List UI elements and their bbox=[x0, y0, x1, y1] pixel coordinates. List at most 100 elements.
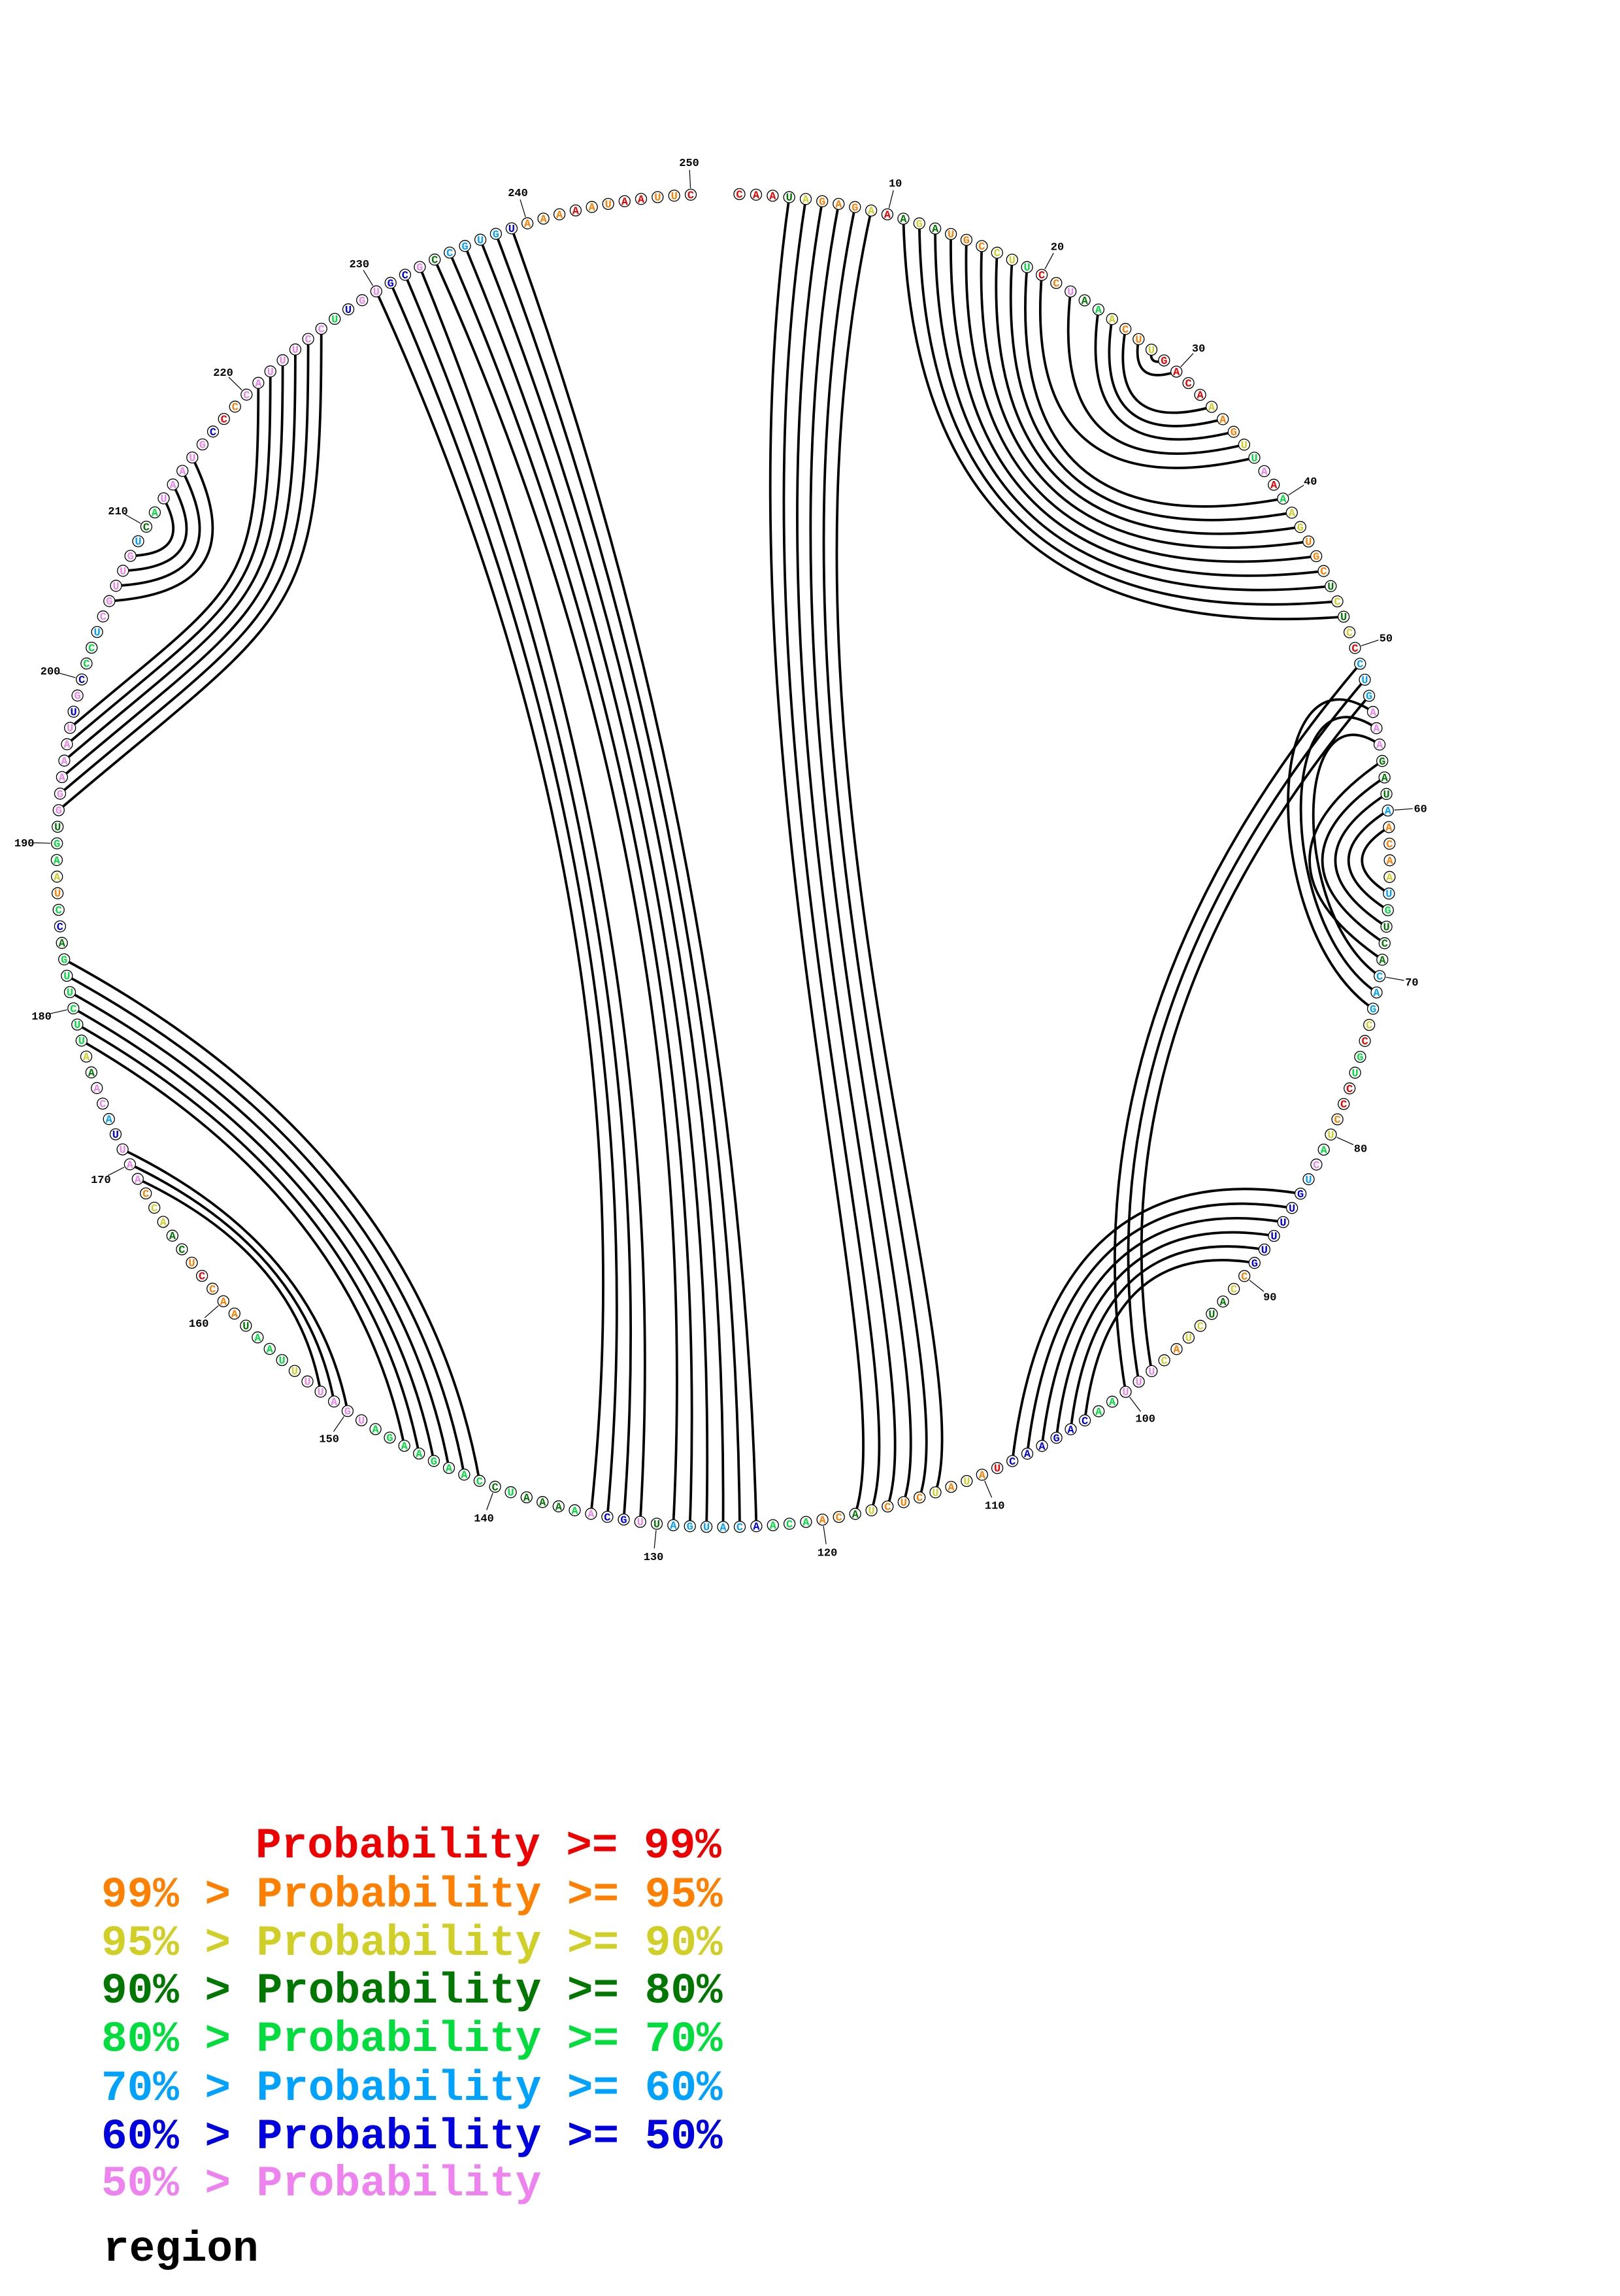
svg-text:G: G bbox=[963, 235, 970, 248]
svg-text:60% > Probability >= 50%: 60% > Probability >= 50% bbox=[101, 2112, 723, 2161]
svg-text:U: U bbox=[188, 1258, 195, 1271]
svg-text:180: 180 bbox=[31, 1011, 52, 1023]
svg-text:C: C bbox=[1351, 643, 1358, 656]
svg-text:C: C bbox=[1009, 1456, 1016, 1469]
svg-text:A: A bbox=[61, 756, 68, 768]
svg-text:C: C bbox=[1053, 278, 1059, 291]
svg-text:C: C bbox=[78, 674, 85, 687]
svg-text:A: A bbox=[1173, 1344, 1180, 1357]
svg-text:A: A bbox=[1197, 390, 1204, 403]
svg-text:U: U bbox=[304, 1376, 310, 1389]
svg-text:G: G bbox=[1313, 552, 1319, 564]
svg-text:U: U bbox=[1280, 1217, 1286, 1229]
svg-text:C: C bbox=[604, 1512, 610, 1524]
svg-text:U: U bbox=[948, 229, 954, 242]
svg-text:U: U bbox=[1122, 1387, 1129, 1399]
svg-text:A: A bbox=[1373, 724, 1380, 736]
svg-text:C: C bbox=[151, 1203, 157, 1215]
svg-text:U: U bbox=[135, 537, 141, 549]
svg-text:U: U bbox=[373, 286, 380, 299]
svg-text:U: U bbox=[74, 1020, 80, 1032]
svg-text:C: C bbox=[70, 1003, 76, 1016]
svg-text:C: C bbox=[1231, 1284, 1237, 1297]
svg-text:G: G bbox=[1251, 1258, 1258, 1271]
svg-text:G: G bbox=[1385, 905, 1391, 918]
svg-text:U: U bbox=[1305, 1174, 1312, 1187]
svg-text:C: C bbox=[491, 1482, 498, 1494]
svg-text:90: 90 bbox=[1263, 1292, 1276, 1305]
svg-text:A: A bbox=[169, 1231, 176, 1243]
svg-text:240: 240 bbox=[508, 188, 528, 200]
svg-text:C: C bbox=[83, 659, 90, 671]
svg-text:G: G bbox=[1053, 1433, 1059, 1445]
svg-text:A: A bbox=[1173, 367, 1180, 379]
svg-text:C: C bbox=[56, 905, 62, 918]
svg-text:A: A bbox=[1379, 955, 1386, 967]
svg-text:A: A bbox=[769, 191, 776, 203]
svg-text:G: G bbox=[344, 1406, 351, 1419]
svg-text:U: U bbox=[477, 235, 484, 247]
svg-text:U: U bbox=[1385, 889, 1392, 901]
svg-text:U: U bbox=[1009, 255, 1016, 267]
svg-text:C: C bbox=[786, 1519, 793, 1531]
svg-text:C: C bbox=[1361, 1036, 1368, 1048]
svg-text:A: A bbox=[868, 206, 875, 218]
svg-text:A: A bbox=[1385, 822, 1393, 835]
svg-text:A: A bbox=[1370, 707, 1377, 720]
svg-text:120: 120 bbox=[818, 1548, 838, 1560]
svg-text:A: A bbox=[1386, 872, 1393, 884]
svg-text:50: 50 bbox=[1380, 633, 1393, 646]
svg-text:A: A bbox=[54, 872, 61, 884]
svg-text:A: A bbox=[523, 1493, 531, 1505]
svg-text:G: G bbox=[1370, 1004, 1376, 1016]
svg-text:U: U bbox=[358, 1416, 365, 1428]
svg-text:U: U bbox=[1383, 922, 1389, 934]
svg-text:C: C bbox=[402, 270, 408, 282]
svg-text:G: G bbox=[431, 1456, 437, 1469]
svg-text:A: A bbox=[1321, 1145, 1328, 1157]
svg-text:A: A bbox=[884, 210, 891, 222]
svg-text:A: A bbox=[1095, 1406, 1102, 1419]
svg-text:A: A bbox=[231, 1308, 239, 1321]
svg-text:A: A bbox=[59, 938, 66, 950]
svg-text:U: U bbox=[120, 566, 126, 578]
svg-text:U: U bbox=[605, 199, 612, 212]
svg-text:C: C bbox=[1320, 566, 1327, 578]
svg-text:A: A bbox=[1387, 856, 1394, 868]
svg-text:G: G bbox=[416, 262, 423, 275]
svg-text:U: U bbox=[1067, 287, 1074, 299]
svg-text:G: G bbox=[687, 1522, 693, 1534]
svg-text:U: U bbox=[54, 822, 61, 835]
svg-text:G: G bbox=[388, 278, 394, 290]
svg-text:A: A bbox=[948, 1482, 955, 1495]
svg-text:U: U bbox=[112, 581, 119, 593]
svg-text:G: G bbox=[1297, 522, 1304, 535]
svg-text:U: U bbox=[1327, 1129, 1334, 1142]
svg-text:A: A bbox=[1109, 1397, 1116, 1409]
svg-text:A: A bbox=[770, 1520, 777, 1533]
svg-text:C: C bbox=[1241, 1271, 1248, 1284]
svg-text:U: U bbox=[1135, 334, 1142, 346]
svg-text:U: U bbox=[1208, 1309, 1215, 1322]
svg-text:C: C bbox=[1357, 659, 1363, 671]
svg-text:A: A bbox=[59, 773, 66, 785]
svg-text:A: A bbox=[169, 480, 176, 492]
svg-text:G: G bbox=[461, 241, 468, 254]
svg-text:C: C bbox=[142, 1189, 149, 1201]
svg-text:C: C bbox=[1346, 1084, 1353, 1096]
svg-text:A: A bbox=[1219, 1297, 1227, 1309]
svg-text:A: A bbox=[63, 739, 71, 752]
svg-text:A: A bbox=[1261, 466, 1268, 478]
svg-text:U: U bbox=[1135, 1377, 1142, 1389]
svg-text:140: 140 bbox=[474, 1513, 494, 1525]
svg-text:C: C bbox=[100, 612, 107, 624]
svg-text:U: U bbox=[189, 453, 195, 465]
svg-text:G: G bbox=[106, 596, 112, 608]
svg-text:C: C bbox=[1334, 1114, 1340, 1127]
svg-text:G: G bbox=[199, 440, 206, 452]
svg-text:100: 100 bbox=[1135, 1413, 1155, 1425]
svg-text:C: C bbox=[1386, 839, 1393, 851]
svg-text:70% > Probability >= 60%: 70% > Probability >= 60% bbox=[101, 2064, 723, 2113]
svg-text:A: A bbox=[932, 224, 939, 236]
svg-text:A: A bbox=[556, 209, 563, 222]
